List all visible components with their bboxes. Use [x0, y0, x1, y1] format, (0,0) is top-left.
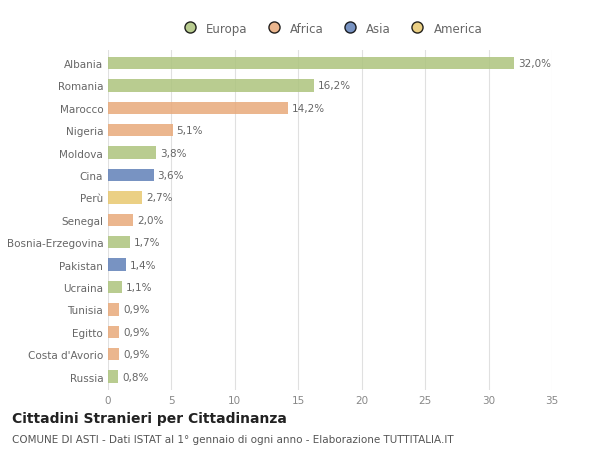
- Text: 3,6%: 3,6%: [157, 171, 184, 181]
- Bar: [108, 102, 288, 115]
- Text: 32,0%: 32,0%: [518, 59, 551, 69]
- Bar: [108, 192, 142, 204]
- Text: 0,9%: 0,9%: [123, 327, 149, 337]
- Text: 1,4%: 1,4%: [130, 260, 156, 270]
- Text: 3,8%: 3,8%: [160, 148, 187, 158]
- Bar: [108, 214, 133, 226]
- Bar: [108, 147, 156, 159]
- Text: COMUNE DI ASTI - Dati ISTAT al 1° gennaio di ogni anno - Elaborazione TUTTITALIA: COMUNE DI ASTI - Dati ISTAT al 1° gennai…: [12, 434, 454, 444]
- Bar: [108, 281, 122, 293]
- Bar: [108, 125, 173, 137]
- Text: 0,9%: 0,9%: [123, 305, 149, 315]
- Bar: [108, 58, 514, 70]
- Bar: [108, 259, 126, 271]
- Text: 14,2%: 14,2%: [292, 104, 325, 113]
- Bar: [108, 326, 119, 338]
- Text: 5,1%: 5,1%: [176, 126, 203, 136]
- Text: 1,1%: 1,1%: [126, 282, 152, 292]
- Bar: [108, 169, 154, 182]
- Bar: [108, 236, 130, 249]
- Text: Cittadini Stranieri per Cittadinanza: Cittadini Stranieri per Cittadinanza: [12, 411, 287, 425]
- Bar: [108, 348, 119, 360]
- Text: 2,0%: 2,0%: [137, 215, 164, 225]
- Text: 16,2%: 16,2%: [317, 81, 350, 91]
- Bar: [108, 303, 119, 316]
- Text: 2,7%: 2,7%: [146, 193, 173, 203]
- Legend: Europa, Africa, Asia, America: Europa, Africa, Asia, America: [175, 20, 485, 38]
- Bar: [108, 370, 118, 383]
- Text: 0,9%: 0,9%: [123, 349, 149, 359]
- Text: 0,8%: 0,8%: [122, 372, 148, 382]
- Text: 1,7%: 1,7%: [133, 238, 160, 248]
- Bar: [108, 80, 314, 92]
